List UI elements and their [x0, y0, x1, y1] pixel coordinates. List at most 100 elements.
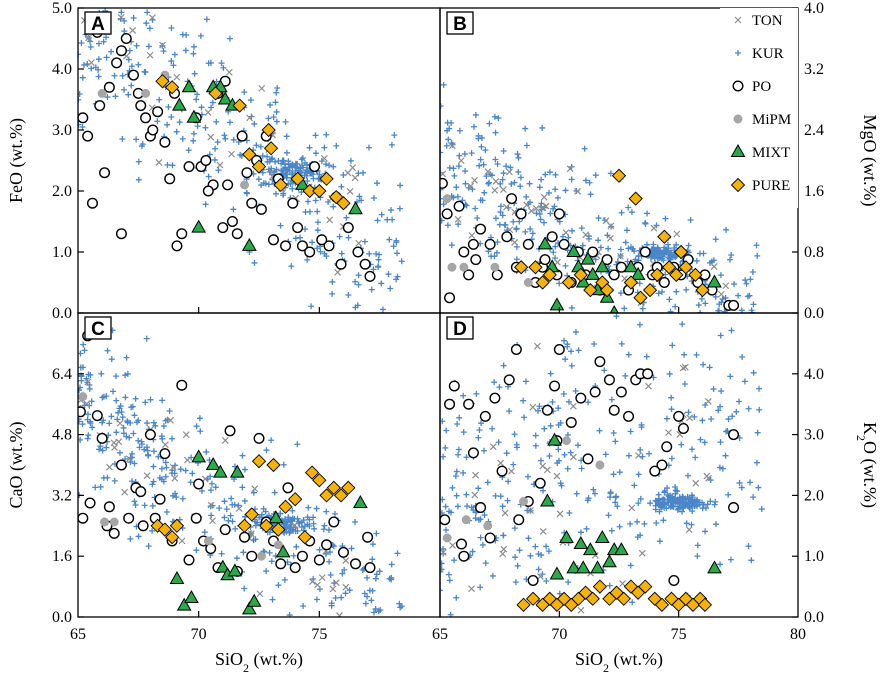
- kur-point: [241, 466, 248, 473]
- kur-point: [168, 58, 175, 65]
- panel-letter: B: [446, 11, 474, 35]
- kur-point: [283, 149, 290, 156]
- kur-point: [283, 133, 290, 140]
- kur-point: [477, 534, 484, 541]
- y-axis: 0.0 1.0 2.0 3.0 4.0: [792, 366, 824, 626]
- kur-point: [179, 135, 186, 142]
- legend-background: [720, 8, 798, 208]
- kur-point: [205, 60, 212, 67]
- legend-marker: [730, 143, 746, 157]
- kur-point: [218, 60, 225, 67]
- kur-point: [511, 179, 518, 186]
- kur-point: [299, 155, 306, 162]
- mixt-point: [172, 97, 187, 111]
- ton-point: [543, 466, 551, 474]
- po-point: [458, 246, 470, 258]
- po-point: [159, 448, 171, 460]
- kur-point: [547, 210, 554, 217]
- kur-point: [526, 180, 533, 187]
- pure-point: [329, 189, 344, 205]
- kur-point: [214, 139, 221, 146]
- kur-point: [655, 290, 662, 297]
- kur-point: [625, 204, 632, 211]
- kur-point: [280, 167, 287, 174]
- kur-point: [88, 65, 95, 72]
- kur-point: [758, 506, 765, 513]
- po-point: [455, 538, 467, 550]
- kur-point: [253, 142, 260, 149]
- kur-point: [222, 135, 229, 142]
- x-axis: [558, 307, 680, 313]
- kur-point: [617, 246, 624, 253]
- legend-item-ton: TON: [734, 13, 783, 29]
- kur-point: [328, 602, 335, 609]
- kur-point: [168, 113, 175, 120]
- mipm-point: [519, 497, 528, 506]
- panel-letter-text: C: [91, 319, 105, 340]
- po-point: [673, 410, 685, 422]
- kur-point: [87, 418, 94, 425]
- kur-point: [283, 525, 290, 532]
- kur-point: [658, 504, 665, 511]
- po-point: [475, 502, 487, 514]
- po-point: [115, 45, 127, 57]
- ton-point: [85, 34, 93, 42]
- plot-area: [440, 81, 761, 313]
- kur-point: [644, 210, 651, 217]
- po-point: [255, 203, 267, 215]
- kur-point: [182, 467, 189, 474]
- kur-point: [449, 484, 456, 491]
- mixt-point: [573, 536, 589, 550]
- kur-point: [143, 335, 150, 342]
- kur-point: [221, 514, 228, 521]
- kur-point: [440, 217, 445, 224]
- kur-point: [331, 510, 338, 517]
- kur-point: [268, 558, 275, 565]
- kur-point: [160, 48, 167, 55]
- kur-point: [511, 431, 518, 438]
- kur-point: [108, 48, 115, 55]
- kur-point: [345, 234, 352, 241]
- kur-point: [228, 495, 235, 502]
- ton-point: [454, 215, 462, 223]
- kur-point: [454, 421, 461, 428]
- pure-point: [263, 141, 279, 156]
- kur-point: [444, 222, 451, 229]
- kur-point: [215, 167, 222, 174]
- kur-point: [617, 290, 624, 297]
- po-point: [350, 558, 362, 570]
- kur-point: [503, 163, 510, 170]
- kur-point: [513, 226, 520, 233]
- kur-point: [463, 202, 470, 209]
- kur-point: [514, 562, 521, 569]
- mipm-point: [447, 262, 457, 272]
- kur-point: [352, 304, 359, 311]
- y-tick-label: 3.0: [52, 122, 72, 139]
- kur-point: [464, 503, 471, 510]
- legend-marker: [730, 177, 746, 193]
- kur-point: [506, 408, 513, 415]
- pure-point: [633, 290, 648, 305]
- pure-point: [155, 74, 170, 89]
- x-tick-label: 70: [191, 626, 207, 643]
- mipm-point: [442, 533, 452, 543]
- mixt-point: [583, 542, 598, 556]
- kur-point: [719, 296, 726, 303]
- kur-point: [725, 416, 732, 423]
- kur-point: [718, 299, 725, 306]
- ton-point: [204, 109, 212, 116]
- ton-point: [207, 501, 215, 509]
- kur-point: [327, 572, 334, 579]
- kur-point: [572, 329, 579, 336]
- kur-point: [476, 162, 483, 169]
- kur-point: [116, 449, 123, 456]
- kur-point: [641, 520, 648, 527]
- kur-point: [516, 218, 523, 225]
- panel-c: 0.0 1.6 3.2 4.8 6.4 65 70 75 C CaO (wt.%): [6, 312, 441, 643]
- y-axis: 0.0 1.6 3.2 4.8 6.4: [52, 366, 84, 626]
- kur-point: [121, 28, 128, 35]
- po-point: [282, 482, 294, 494]
- kur-point: [273, 118, 280, 125]
- kur-point: [366, 250, 373, 257]
- kur-point: [577, 529, 584, 536]
